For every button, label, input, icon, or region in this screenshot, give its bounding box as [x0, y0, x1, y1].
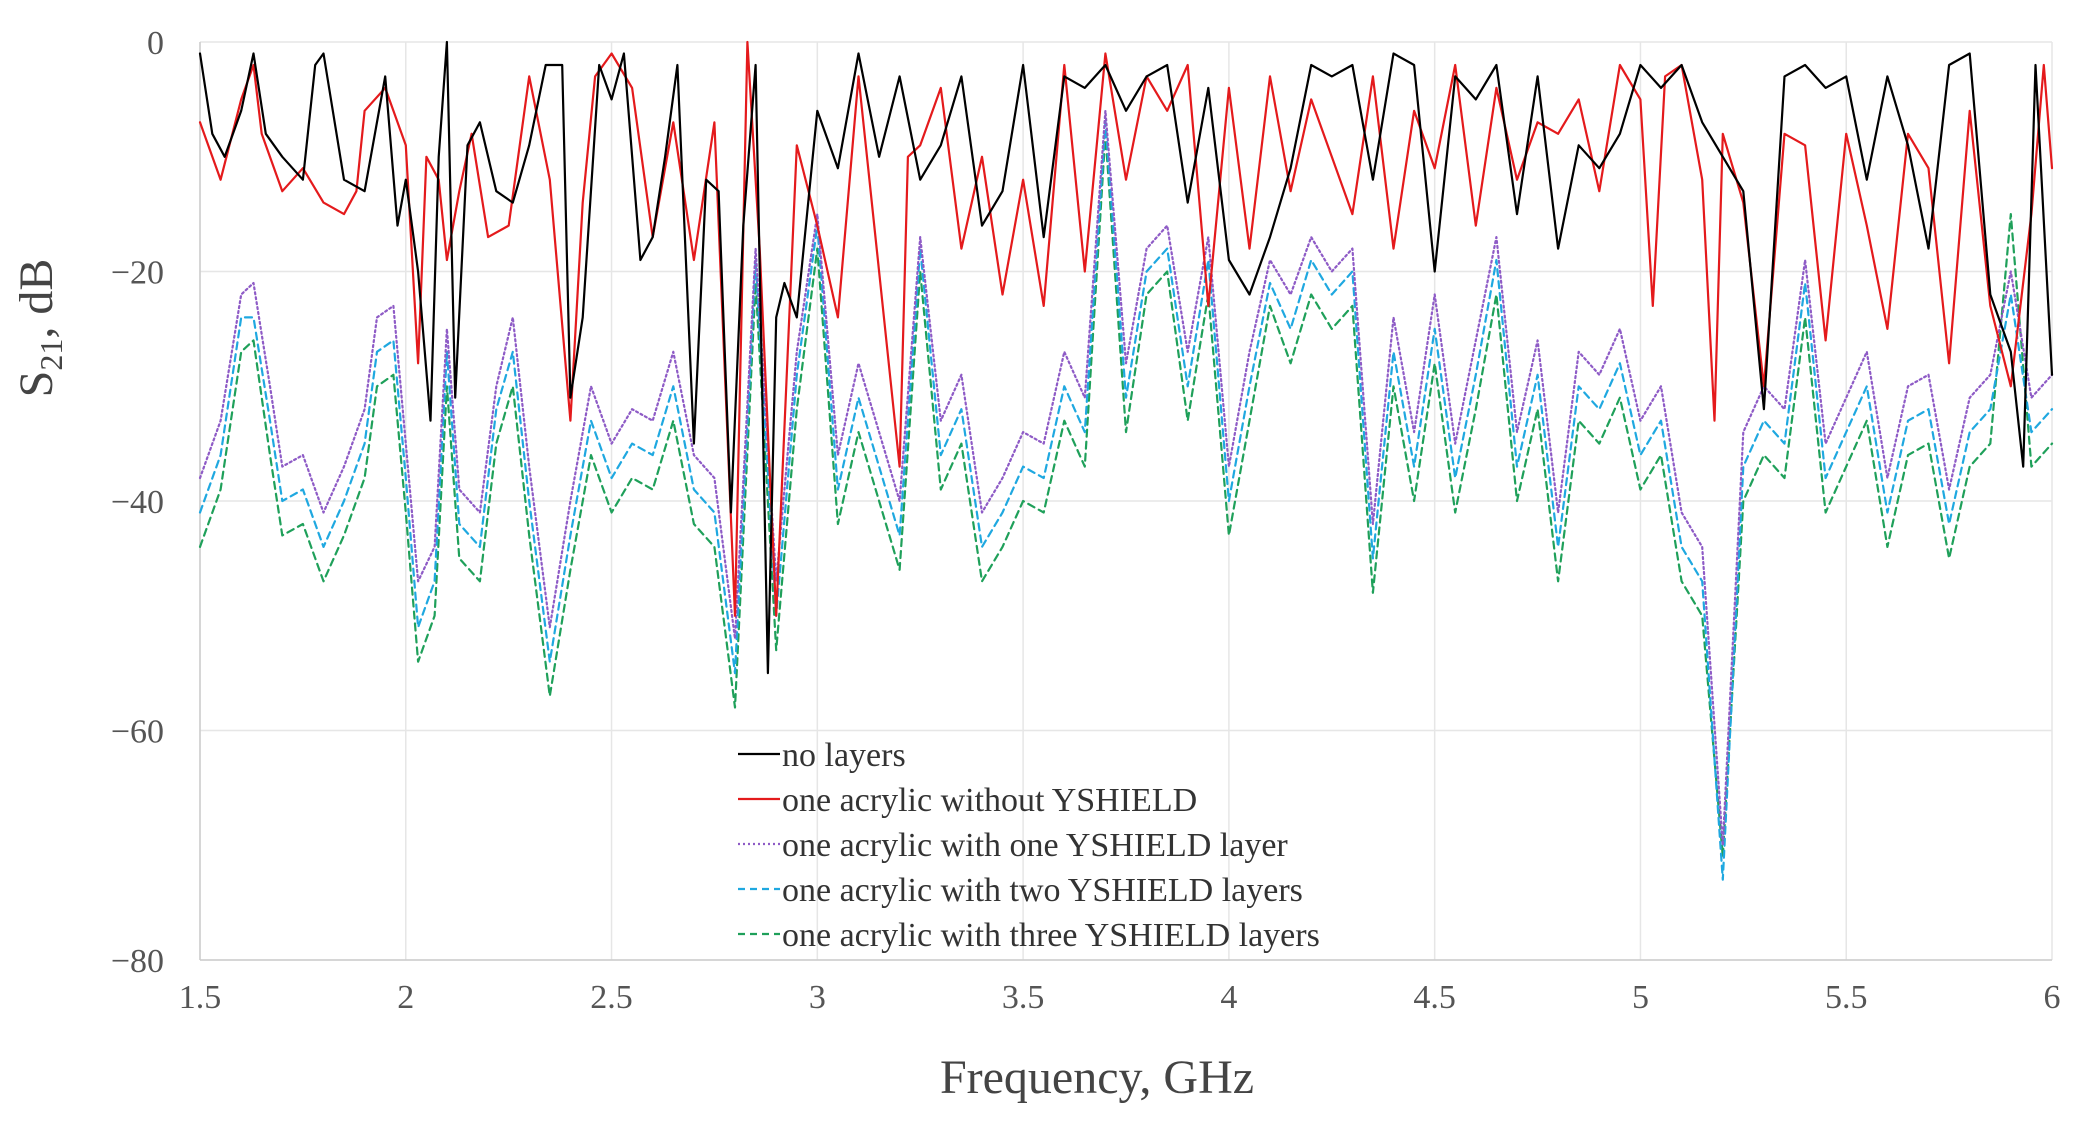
series-line-0	[198, 40, 2054, 675]
y-axis-title-rest: , dB	[10, 259, 63, 339]
legend-label-2: one acrylic with one YSHIELD layer	[782, 827, 1288, 864]
x-tick-label-2: 2.5	[590, 979, 633, 1016]
y-tick-label-2: −40	[111, 484, 164, 521]
y-tick-label-4: −80	[111, 943, 164, 980]
series-line-2	[198, 109, 2054, 847]
legend: no layers one acrylic without YSHIELD one …	[738, 737, 1320, 954]
x-tick-label-5: 4	[1220, 979, 1237, 1016]
x-axis-title: Frequency, GHz	[940, 1051, 1254, 1104]
x-tick-labels: 1.5 2 2.5 3 3.5 4 4.5 5 5.5 6	[179, 979, 2061, 1016]
x-tick-label-0: 1.5	[179, 979, 222, 1016]
y-tick-label-1: −20	[111, 255, 164, 292]
x-tick-label-4: 3.5	[1002, 979, 1045, 1016]
series-line-1	[198, 40, 2054, 617]
y-axis-title-main: S	[10, 371, 63, 398]
y-tick-labels: 0 −20 −40 −60 −80	[111, 25, 164, 980]
legend-label-1: one acrylic without YSHIELD	[782, 782, 1197, 819]
y-tick-label-3: −60	[111, 714, 164, 751]
legend-label-4: one acrylic with three YSHIELD layers	[782, 917, 1320, 954]
y-tick-label-0: 0	[147, 25, 164, 62]
x-tick-label-1: 2	[397, 979, 414, 1016]
series-line-4	[198, 132, 2054, 858]
x-tick-label-7: 5	[1632, 979, 1649, 1016]
legend-label-0: no layers	[782, 737, 906, 774]
x-tick-label-6: 4.5	[1413, 979, 1456, 1016]
x-tick-label-3: 3	[809, 979, 826, 1016]
y-axis-title: S21, dB	[10, 259, 69, 398]
legend-label-3: one acrylic with two YSHIELD layers	[782, 872, 1303, 909]
series-lines	[198, 40, 2054, 881]
series-line-3	[198, 121, 2054, 881]
x-tick-label-9: 6	[2044, 979, 2061, 1016]
x-tick-label-8: 5.5	[1825, 979, 1868, 1016]
y-axis-title-sub: 21	[33, 339, 69, 371]
